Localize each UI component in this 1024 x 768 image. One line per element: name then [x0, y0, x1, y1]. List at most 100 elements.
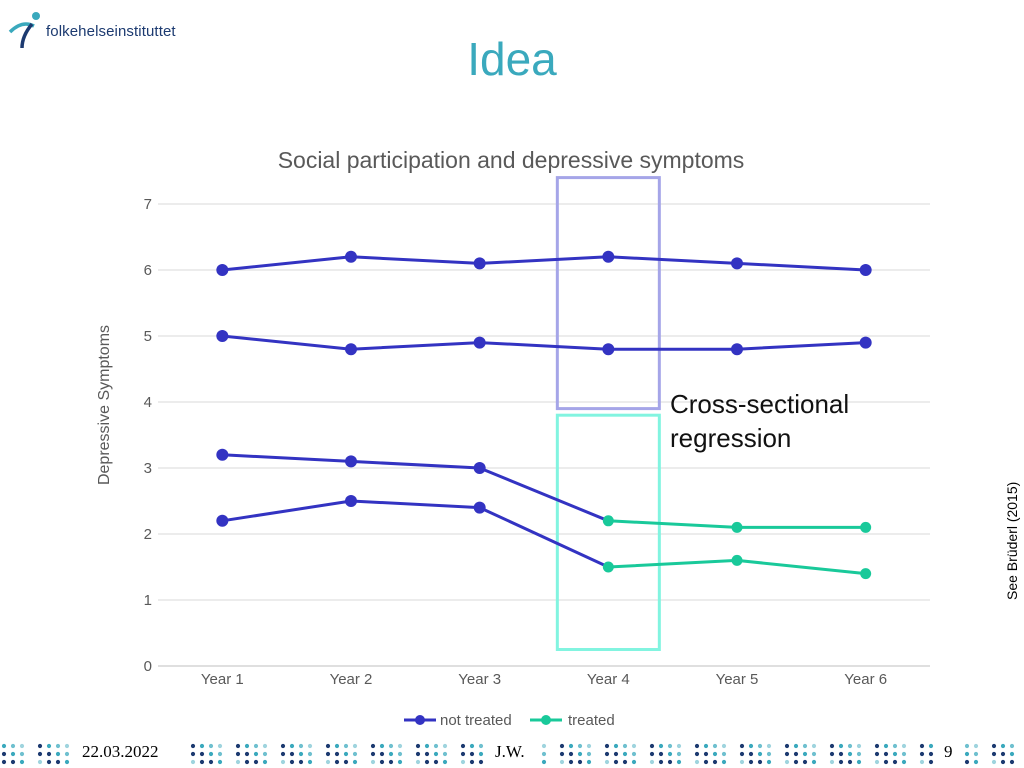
footer-dot: [55, 759, 61, 765]
logo-mark-icon: [8, 12, 40, 49]
footer-dot: [1, 759, 7, 765]
footer-dot: [748, 751, 754, 757]
footer-dot: [874, 743, 880, 749]
footer-dot: [604, 743, 610, 749]
footer-dot: [856, 743, 862, 749]
footer-dot: [307, 759, 313, 765]
legend-swatch-marker: [415, 715, 425, 725]
footer-dot: [1000, 743, 1006, 749]
y-axis-label: Depressive Symptoms: [96, 325, 113, 485]
series-1-segment: [735, 261, 868, 272]
y-tick-label: 3: [144, 460, 152, 477]
footer-dot: [244, 743, 250, 749]
footer-dot: [901, 759, 907, 765]
footer-dot: [667, 759, 673, 765]
footer-dot: [919, 751, 925, 757]
footer-dot: [37, 759, 43, 765]
series-2-point: [473, 336, 486, 349]
footer-dot: [55, 751, 61, 757]
footer-dot: [541, 743, 547, 749]
footer-dot: [307, 751, 313, 757]
footer-dot: [694, 759, 700, 765]
y-tick-label: 2: [144, 526, 152, 543]
footer-dot: [793, 759, 799, 765]
footer-dot: [46, 743, 52, 749]
footer-dot: [784, 759, 790, 765]
footer-dot: [469, 743, 475, 749]
footer-dot: [442, 759, 448, 765]
footer-dot: [919, 743, 925, 749]
footer-dot: [559, 743, 565, 749]
footer-dot: [1, 751, 7, 757]
footer-dot: [739, 759, 745, 765]
footer-dot: [370, 751, 376, 757]
series-1-point: [859, 264, 872, 276]
series-3-point: [860, 521, 872, 533]
footer-dot: [622, 743, 628, 749]
footer-dot: [199, 759, 205, 765]
footer-dot: [397, 759, 403, 765]
footer-dot: [289, 759, 295, 765]
footer-dot: [811, 759, 817, 765]
annotation-line-2: regression: [670, 423, 791, 453]
footer-dot: [658, 759, 664, 765]
footer-dot: [37, 751, 43, 757]
footer-dot: [577, 759, 583, 765]
footer-dot: [802, 759, 808, 765]
series-3-segment: [606, 519, 739, 529]
footer-dot: [235, 759, 241, 765]
footer-dot: [973, 743, 979, 749]
logo-text: folkehelseinstituttet: [46, 23, 176, 40]
footer-dot: [442, 751, 448, 757]
footer-dot: [802, 751, 808, 757]
footer-dot: [613, 759, 619, 765]
footer-dot: [766, 743, 772, 749]
footer-dot: [748, 759, 754, 765]
footer-dot: [559, 759, 565, 765]
footer-dot: [964, 743, 970, 749]
footer-dot: [334, 751, 340, 757]
footer-dot: [298, 759, 304, 765]
footer-dot: [424, 743, 430, 749]
footer-dot: [469, 759, 475, 765]
footer-dot: [712, 743, 718, 749]
footer-dot: [847, 751, 853, 757]
highlight-box-untreated: [555, 176, 661, 411]
footer-dot: [217, 751, 223, 757]
footer-dot: [190, 759, 196, 765]
footer-dot: [874, 751, 880, 757]
series-2-point: [216, 330, 229, 342]
series-1-segment: [606, 255, 739, 265]
footer-dot: [874, 759, 880, 765]
footer-dot: [991, 743, 997, 749]
footer-dot: [586, 751, 592, 757]
footer-dot: [343, 751, 349, 757]
footer-dot: [190, 751, 196, 757]
footer-dot: [397, 743, 403, 749]
series-1-point: [473, 257, 486, 270]
footer-dot: [847, 759, 853, 765]
series-3-point: [473, 462, 486, 474]
series-3-segment: [478, 466, 610, 523]
series-1-point: [345, 250, 357, 263]
footer-dot: [577, 751, 583, 757]
footer-dot: [586, 743, 592, 749]
footer-dot: [964, 759, 970, 765]
series-1-point: [216, 264, 229, 276]
footer-dot: [253, 751, 259, 757]
footer-dot: [883, 759, 889, 765]
footer-dot: [631, 743, 637, 749]
series-3-segment: [349, 459, 482, 470]
footer-dot: [829, 743, 835, 749]
footer-dot: [856, 751, 862, 757]
footer-dot: [703, 743, 709, 749]
footer-dot: [397, 751, 403, 757]
footer-dot: [19, 751, 25, 757]
footer-dot: [379, 759, 385, 765]
footer-dot: [793, 751, 799, 757]
footer-dot: [244, 759, 250, 765]
chart-title: Social participation and depressive symp…: [278, 147, 745, 173]
footer-dot: [649, 751, 655, 757]
footer-dot: [784, 743, 790, 749]
footer-dot: [739, 751, 745, 757]
